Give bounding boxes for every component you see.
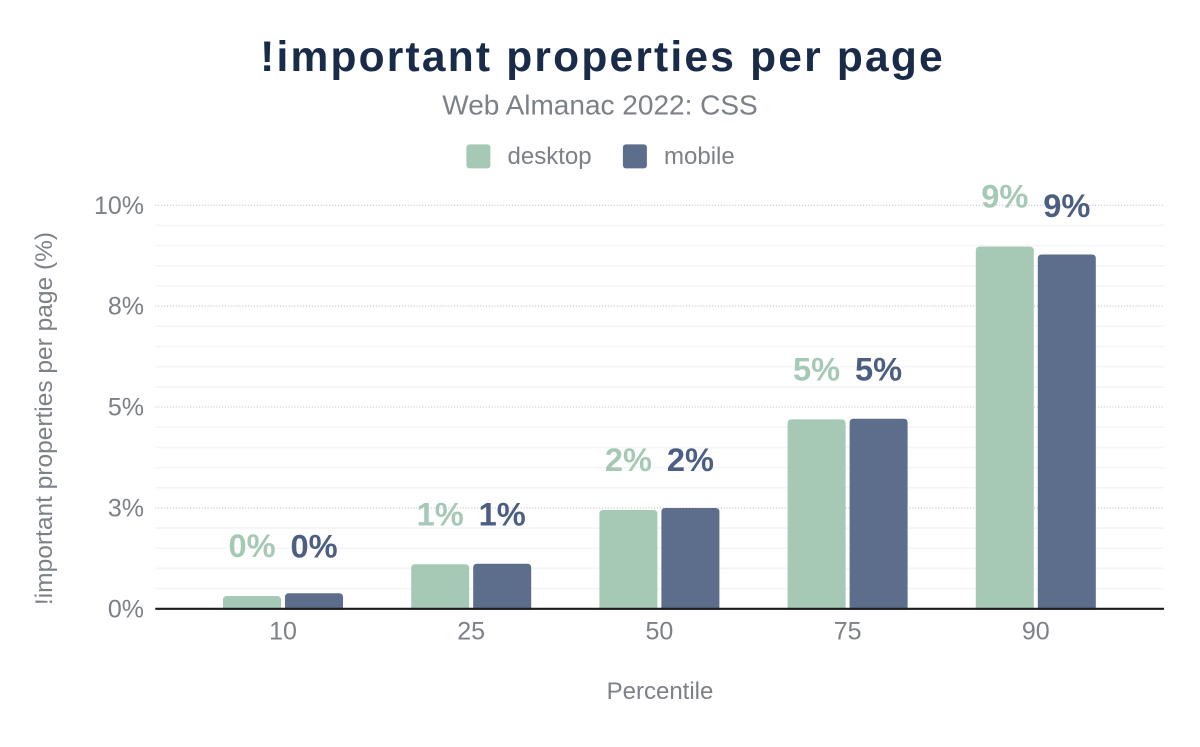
svg-text:mobile: mobile xyxy=(664,143,735,170)
svg-text:10: 10 xyxy=(269,618,297,646)
svg-text:2%: 2% xyxy=(667,441,714,478)
svg-text:0%: 0% xyxy=(228,527,275,564)
svg-text:9%: 9% xyxy=(981,178,1028,215)
svg-text:1%: 1% xyxy=(417,495,464,532)
svg-text:5%: 5% xyxy=(108,394,144,422)
svg-text:5%: 5% xyxy=(855,351,902,388)
svg-text:50: 50 xyxy=(645,618,673,646)
svg-text:25: 25 xyxy=(457,618,485,646)
svg-text:0%: 0% xyxy=(108,595,144,623)
svg-text:10%: 10% xyxy=(94,192,144,220)
svg-text:8%: 8% xyxy=(108,293,144,321)
svg-text:Web Almanac 2022: CSS: Web Almanac 2022: CSS xyxy=(442,90,757,121)
svg-text:3%: 3% xyxy=(108,494,144,522)
svg-text:Percentile: Percentile xyxy=(607,678,714,705)
svg-text:!important properties per page: !important properties per page (%) xyxy=(31,232,58,605)
svg-text:75: 75 xyxy=(834,618,862,646)
svg-text:2%: 2% xyxy=(605,441,652,478)
svg-text:90: 90 xyxy=(1022,618,1050,646)
svg-text:0%: 0% xyxy=(290,527,337,564)
svg-text:!important properties per page: !important properties per page xyxy=(260,34,945,81)
svg-text:1%: 1% xyxy=(479,495,526,532)
svg-text:5%: 5% xyxy=(793,350,840,387)
svg-text:desktop: desktop xyxy=(508,143,592,170)
svg-text:9%: 9% xyxy=(1043,187,1090,224)
